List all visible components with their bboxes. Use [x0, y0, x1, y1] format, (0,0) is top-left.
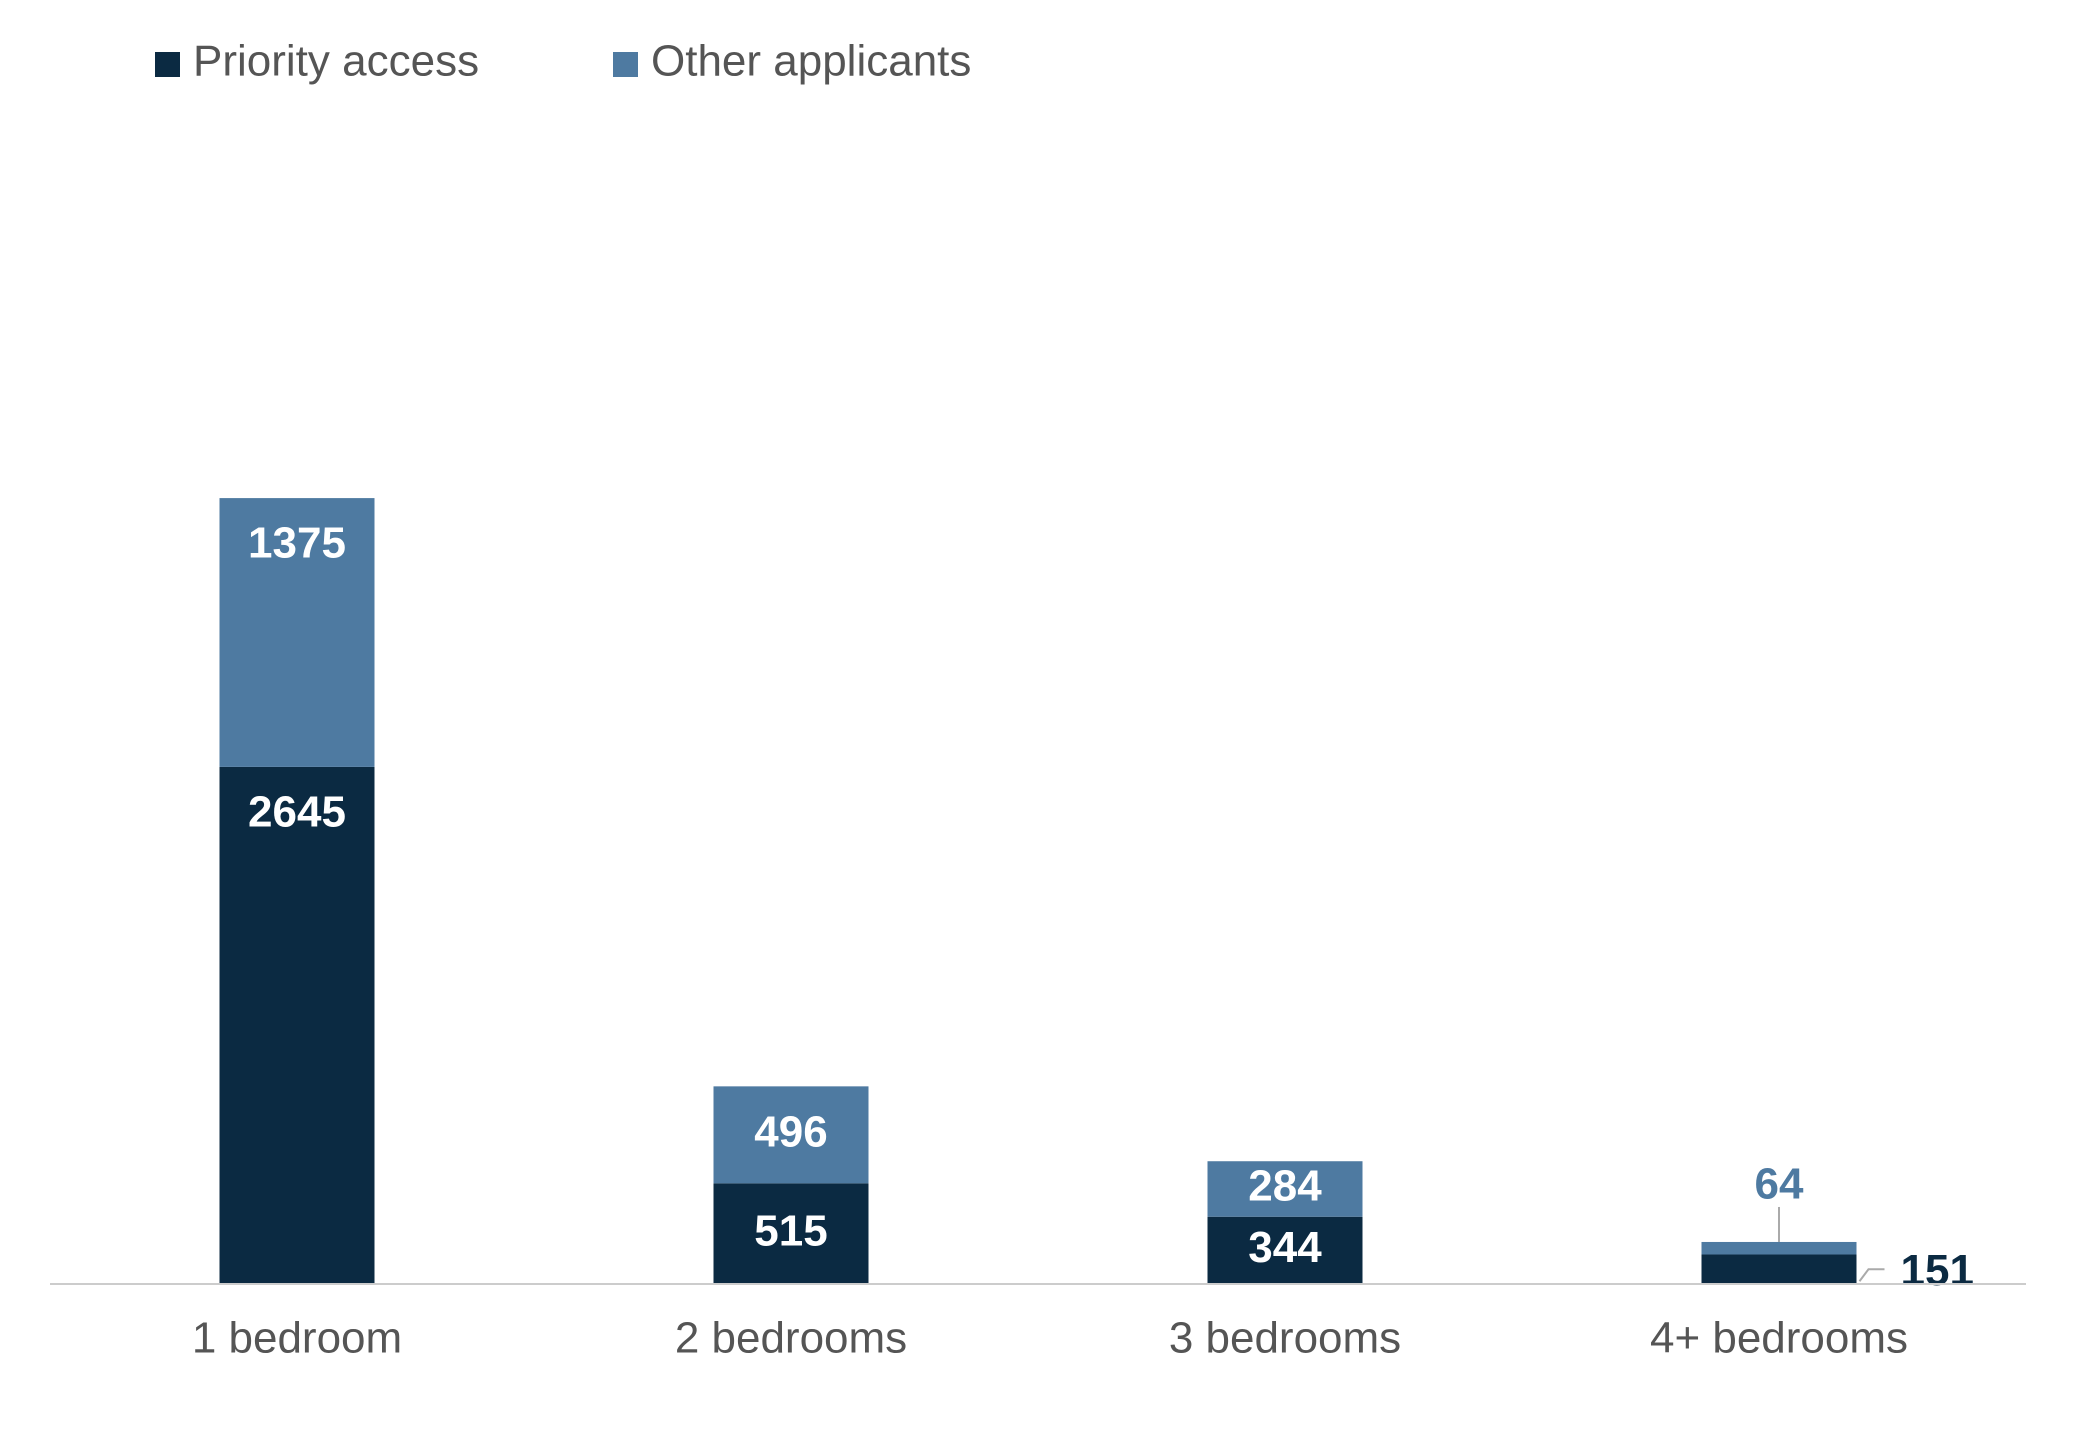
bar-priority-access-4-bedrooms [1701, 1254, 1857, 1284]
value-label-other-applicants-3-bedrooms: 284 [1248, 1162, 1322, 1211]
value-label-priority-access-4-bedrooms: 151 [1901, 1246, 1974, 1295]
tick-label-1-bedroom: 1 bedroom [192, 1314, 402, 1363]
value-label-other-applicants-1-bedroom: 1375 [248, 519, 346, 568]
x-axis-ticks: 1 bedroom 2 bedrooms 3 bedrooms 4+ bedrooms [192, 1314, 1908, 1363]
bar-other-applicants-2-bedrooms [713, 1086, 869, 1184]
bars-group [219, 498, 1857, 1284]
chart-legend: Priority access Other applicants [155, 37, 971, 86]
bar-priority-access-3-bedrooms [1207, 1216, 1363, 1284]
value-labels-group: 2645 1375 515 496 344 284 151 64 [248, 519, 1974, 1295]
bar-priority-access-1-bedroom [219, 766, 375, 1284]
bar-other-applicants-4-bedrooms [1701, 1241, 1857, 1255]
bar-priority-access-2-bedrooms [713, 1183, 869, 1284]
tick-label-3-bedrooms: 3 bedrooms [1169, 1314, 1401, 1363]
legend-swatch-priority-access [155, 52, 180, 77]
bar-other-applicants-1-bedroom [219, 498, 375, 767]
value-label-priority-access-1-bedroom: 2645 [248, 788, 346, 837]
tick-label-2-bedrooms: 2 bedrooms [675, 1314, 907, 1363]
legend-label-priority-access: Priority access [193, 37, 479, 86]
legend-label-other-applicants: Other applicants [651, 37, 971, 86]
value-label-other-applicants-2-bedrooms: 496 [754, 1107, 827, 1156]
legend-swatch-other-applicants [613, 52, 638, 77]
value-label-priority-access-2-bedrooms: 515 [754, 1206, 827, 1255]
bar-other-applicants-3-bedrooms [1207, 1161, 1363, 1217]
value-label-other-applicants-4-bedrooms: 64 [1755, 1160, 1804, 1209]
leader-line-priority-access-4-bedrooms [1858, 1268, 1885, 1282]
value-label-priority-access-3-bedrooms: 344 [1248, 1223, 1322, 1272]
tick-label-4-bedrooms: 4+ bedrooms [1650, 1314, 1908, 1363]
